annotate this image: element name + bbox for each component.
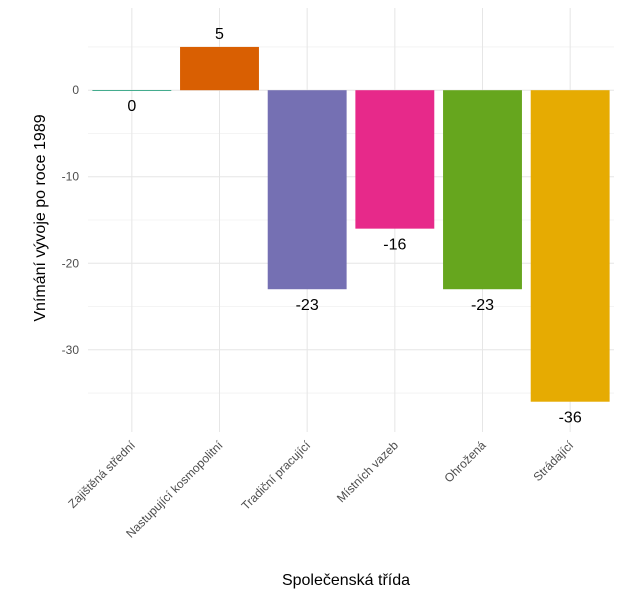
x-tick-label: Tradiční pracující [239, 438, 314, 513]
bar [180, 47, 259, 90]
y-tick-label: -20 [62, 256, 80, 270]
x-axis-title: Společenská třída [282, 572, 410, 589]
data-label: -16 [383, 237, 406, 254]
data-label: 5 [215, 26, 224, 43]
x-tick-label: Místních vazeb [334, 438, 401, 505]
bars-layer [92, 47, 609, 402]
y-tick-label: -30 [62, 343, 80, 357]
y-axis-title: Vnímání vývoje po roce 1989 [32, 114, 49, 321]
bar [355, 90, 434, 228]
x-tick-label: Ohrožená [441, 438, 488, 485]
y-tick-label: 0 [72, 83, 79, 97]
data-label: -36 [559, 410, 582, 427]
x-tick-label: Zajištěná střední [65, 438, 138, 511]
bar [443, 90, 522, 289]
y-tick-label: -10 [62, 170, 80, 184]
bar [92, 90, 171, 91]
data-label: -23 [471, 297, 494, 314]
data-label: 0 [127, 98, 136, 115]
bar [531, 90, 610, 402]
data-label: -23 [296, 297, 319, 314]
y-axis-ticks: 0 -10 -20 -30 [62, 83, 80, 357]
bar [268, 90, 347, 289]
x-tick-label: Nastupující kosmopolitní [123, 438, 226, 541]
x-tick-label: Strádající [531, 438, 577, 484]
